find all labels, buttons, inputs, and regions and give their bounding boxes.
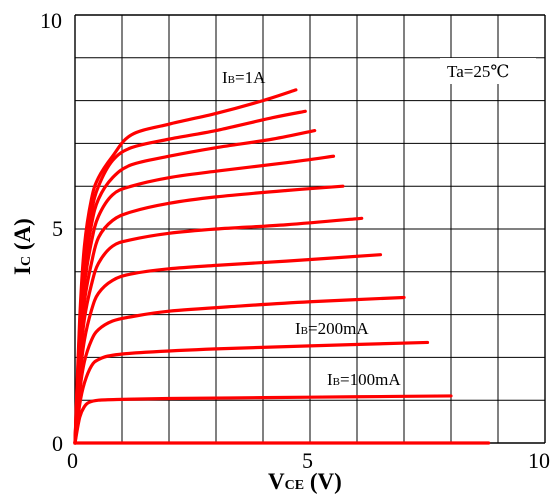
series-label-ib-100ma: IB=100mA [327,370,401,389]
y-axis-title-main: I [10,266,35,275]
annotation-background [440,58,536,84]
x-axis-title: VCE (V) [268,469,342,494]
x-axis-tick-labels: 0 5 10 [67,448,550,473]
series-line-2 [73,340,430,445]
y-axis-title-sub: C [19,256,34,266]
chart-series-group [73,88,491,445]
series-label-ib-200ma: IB=200mA [295,319,369,338]
x-tick-label: 5 [302,448,313,473]
x-tick-label: 10 [528,448,550,473]
x-axis-title-main: V [268,469,285,494]
y-tick-label: 0 [52,431,63,456]
series-line-10 [73,88,298,445]
x-axis-title-suffix: (V) [304,469,342,494]
y-tick-label: 5 [52,216,63,241]
y-tick-label: 10 [40,8,62,33]
y-axis-title-suffix: (A) [10,218,35,256]
series-line-1 [73,394,453,445]
chart-grid [74,14,546,444]
x-axis-title-sub: CE [285,478,304,493]
temperature-annotation: Ta=25℃ [447,62,509,81]
x-tick-label: 0 [67,448,78,473]
series-line-4 [73,253,383,445]
y-axis-tick-labels: 10 5 0 [40,8,63,456]
y-axis-title: IC (A) [10,218,35,275]
series-label-ib-1a: IB=1A [222,68,266,87]
series-line-3 [73,295,406,445]
